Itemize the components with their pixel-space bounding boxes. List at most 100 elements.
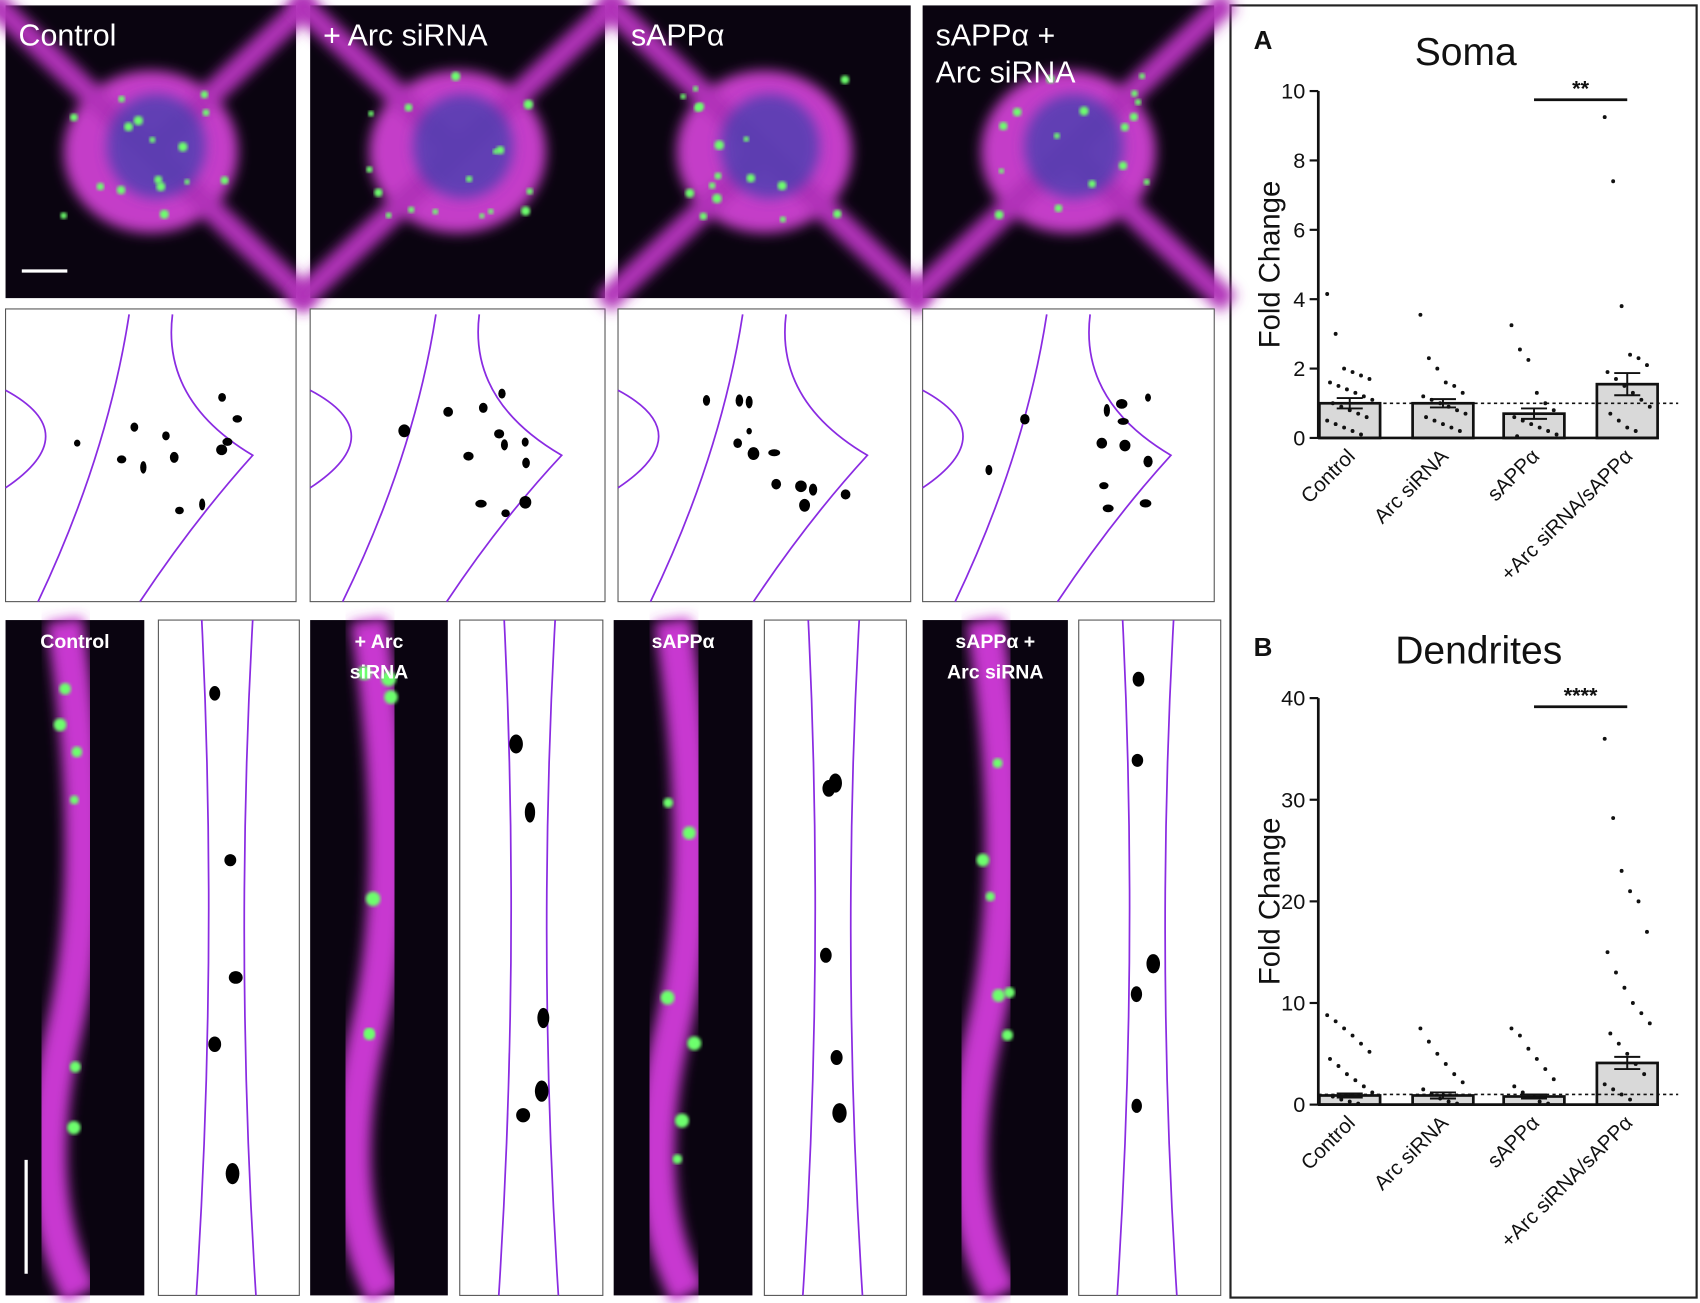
puncta-trace [475, 499, 487, 508]
tracing [5, 308, 297, 603]
dendrite-stain [638, 617, 710, 1303]
data-point [1628, 1097, 1633, 1102]
puncta [149, 136, 156, 143]
x-tick-label: sAPPα [1483, 445, 1544, 506]
puncta [1088, 179, 1096, 188]
puncta-trace [1117, 417, 1129, 425]
cell-outline [5, 314, 255, 603]
data-point [1619, 1092, 1624, 1097]
panel-letter: A [1254, 25, 1273, 55]
data-point [1628, 352, 1633, 357]
bar [1411, 401, 1475, 440]
data-point [1509, 1026, 1514, 1031]
data-point [1336, 383, 1341, 388]
data-point [1333, 422, 1338, 427]
data-point [1526, 357, 1531, 362]
puncta-trace [1116, 398, 1128, 409]
x-tick-label: Arc siRNA [1370, 1111, 1454, 1195]
puncta-trace [840, 489, 851, 500]
data-point [1347, 1099, 1352, 1104]
puncta-trace [463, 451, 474, 461]
puncta-trace [746, 427, 752, 435]
data-point [1611, 1087, 1616, 1092]
panel-label: Arc siRNA [947, 662, 1043, 684]
y-tick-label: 2 [1293, 356, 1305, 381]
puncta [381, 671, 397, 687]
puncta [692, 86, 699, 92]
puncta [743, 136, 750, 142]
data-point [1370, 397, 1375, 402]
data-point [1342, 366, 1347, 371]
puncta [60, 212, 67, 219]
puncta-trace [519, 495, 532, 509]
data-point [1438, 401, 1443, 406]
data-point [1455, 408, 1460, 413]
data-point [1602, 1082, 1607, 1087]
data-point [1353, 390, 1358, 395]
y-tick-label: 20 [1281, 889, 1305, 914]
data-point [1537, 425, 1542, 430]
puncta-trace [224, 854, 237, 867]
puncta [660, 990, 675, 1005]
puncta [1143, 179, 1150, 186]
puncta-trace [1119, 439, 1131, 452]
puncta [488, 208, 494, 215]
puncta [833, 209, 842, 219]
puncta [777, 181, 787, 191]
dendrite-outline [497, 620, 560, 1296]
puncta-trace [140, 461, 147, 474]
x-tick-label: sAPPα [1483, 1111, 1544, 1172]
tracing-bg [763, 619, 907, 1296]
data-point [1356, 411, 1361, 416]
data-point [1342, 425, 1347, 430]
tracing [157, 619, 300, 1296]
data-point [1443, 380, 1448, 385]
cell-outline [922, 314, 1173, 603]
puncta-trace [747, 447, 760, 461]
cell-outline [309, 314, 564, 603]
puncta-trace [735, 394, 744, 407]
panel-label: + Arc [355, 631, 404, 653]
puncta [363, 1028, 376, 1041]
data-point [1344, 387, 1349, 392]
puncta [708, 182, 716, 189]
error-bar [1521, 407, 1548, 420]
data-point [1520, 1090, 1525, 1095]
data-point [1622, 383, 1627, 388]
error-bar [1336, 397, 1363, 410]
data-point [1367, 377, 1372, 381]
micrograph [899, 0, 1238, 313]
micrograph [310, 617, 448, 1303]
data-point [1333, 331, 1338, 336]
data-point [1435, 366, 1440, 371]
puncta-trace [795, 480, 807, 493]
data-point [1602, 115, 1607, 120]
error-bar [1429, 1091, 1456, 1100]
puncta [992, 758, 1003, 769]
puncta-trace [216, 444, 228, 456]
puncta [523, 99, 534, 110]
y-tick-label: 10 [1281, 79, 1305, 104]
nucleus [1024, 94, 1124, 199]
data-point [1325, 418, 1330, 423]
puncta-trace [534, 1080, 549, 1102]
data-point [1359, 373, 1363, 378]
data-point [1619, 868, 1624, 873]
puncta [96, 182, 105, 191]
puncta-trace [702, 395, 711, 406]
puncta [1134, 98, 1142, 106]
data-point [1630, 390, 1635, 395]
data-point [1605, 950, 1610, 955]
data-point [1350, 370, 1355, 374]
puncta-trace [799, 498, 811, 512]
puncta [992, 989, 1005, 1002]
data-point [1325, 1013, 1330, 1018]
data-point [1517, 347, 1522, 352]
puncta [69, 1061, 81, 1073]
puncta-trace [832, 1103, 847, 1123]
puncta-trace [232, 415, 243, 423]
data-point [1426, 1039, 1431, 1044]
dendrite-outline [1116, 620, 1178, 1296]
data-point [1350, 429, 1355, 433]
data-point [1636, 899, 1641, 904]
